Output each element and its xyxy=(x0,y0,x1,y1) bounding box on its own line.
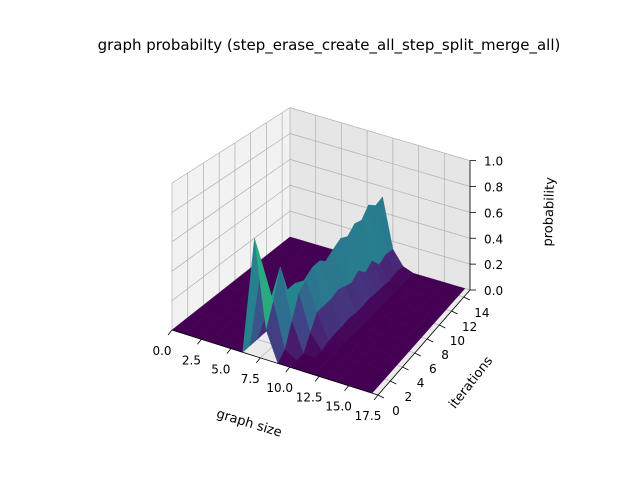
x-tick-label: 0.0 xyxy=(152,344,171,358)
y-tick-mark xyxy=(390,380,397,385)
y-tick-label: 10 xyxy=(450,334,465,348)
x-axis-label: graph size xyxy=(215,407,284,441)
y-tick-label: 6 xyxy=(429,362,437,376)
back-grid-z xyxy=(289,159,471,213)
y-tick-mark xyxy=(402,366,409,371)
x-tick-mark xyxy=(226,348,232,354)
z-tick-label: 0.4 xyxy=(484,232,503,246)
y-axis-label: iterations xyxy=(446,354,496,412)
x-tick-label: 17.5 xyxy=(355,409,382,423)
x-tick-mark xyxy=(344,385,349,391)
y-tick-mark xyxy=(439,324,446,329)
surface-plot xyxy=(171,160,471,396)
x-axis-line xyxy=(171,329,379,396)
x-tick-label: 2.5 xyxy=(182,353,201,367)
x-tick-mark xyxy=(197,339,202,345)
y-axis-line xyxy=(377,289,471,396)
left-grid-z xyxy=(171,107,291,184)
y-tick-mark xyxy=(414,352,421,357)
y-tick-label: 4 xyxy=(417,376,425,390)
left-grid-z xyxy=(171,210,291,301)
z-tick-label: 1.0 xyxy=(484,155,503,169)
z-axis-label: probability xyxy=(541,177,558,247)
y-tick-mark xyxy=(377,394,385,399)
z-tick-label: 0.0 xyxy=(484,284,503,298)
x-tick-mark xyxy=(373,394,379,401)
pane-back xyxy=(290,107,470,290)
y-tick-mark xyxy=(451,310,458,315)
y-tick-mark xyxy=(426,338,434,343)
y-tick-label: 12 xyxy=(462,320,477,334)
left-grid-z xyxy=(171,133,291,213)
x-tick-label: 12.5 xyxy=(296,390,323,404)
left-grid-z xyxy=(171,159,291,243)
back-grid-z xyxy=(289,133,471,187)
chart-title: graph probabilty (step_erase_create_all_… xyxy=(98,36,561,55)
x-tick-label: 10.0 xyxy=(266,381,293,395)
left-grid-z xyxy=(171,184,291,272)
z-tick-label: 0.6 xyxy=(484,206,503,220)
z-tick-label: 0.2 xyxy=(484,258,503,272)
x-tick-mark xyxy=(314,376,320,382)
y-tick-label: 0 xyxy=(392,404,400,418)
x-tick-mark xyxy=(255,357,261,364)
x-tick-label: 15.0 xyxy=(325,400,352,414)
y-tick-label: 14 xyxy=(474,306,489,320)
back-grid-z xyxy=(289,107,471,161)
pane-left xyxy=(172,107,290,330)
x-tick-mark xyxy=(167,329,173,336)
y-tick-label: 8 xyxy=(441,348,449,362)
x-tick-label: 7.5 xyxy=(241,372,260,386)
x-tick-mark xyxy=(285,366,291,373)
y-tick-label: 2 xyxy=(404,390,412,404)
x-tick-label: 5.0 xyxy=(211,363,230,377)
z-tick-label: 0.8 xyxy=(484,181,503,195)
y-tick-mark xyxy=(463,296,471,301)
